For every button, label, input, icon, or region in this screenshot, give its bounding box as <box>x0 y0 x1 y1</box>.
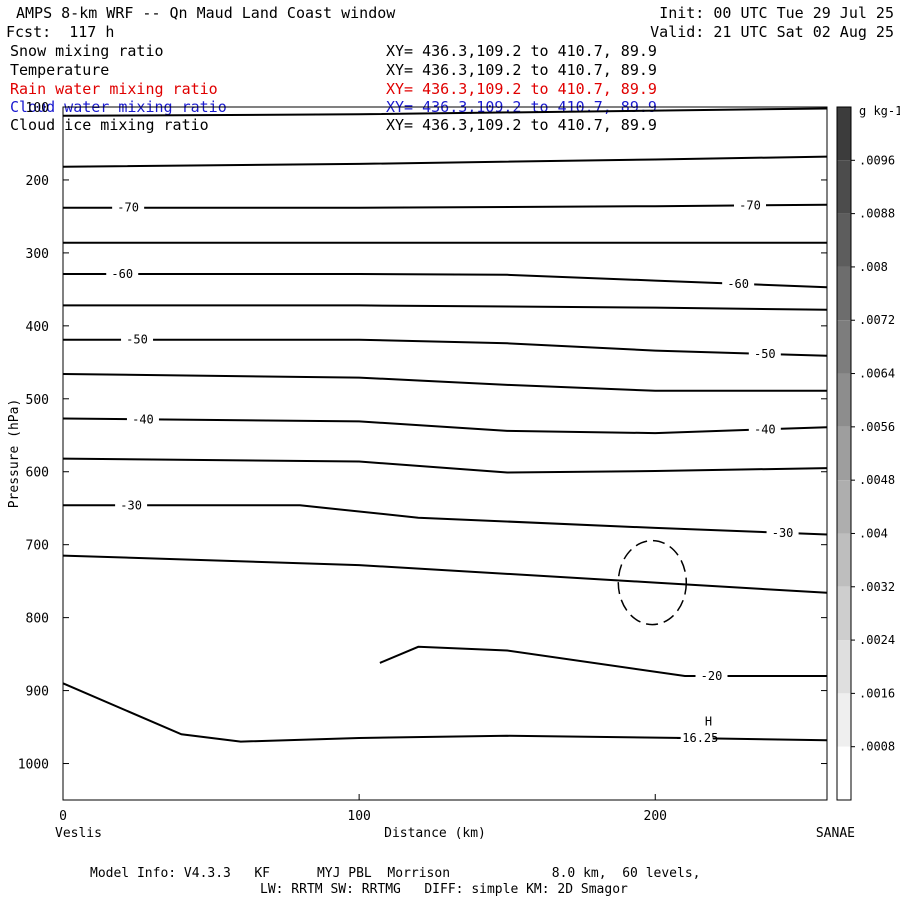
contour-label-m40-right: -40 <box>754 422 776 436</box>
right-location-label: SANAE <box>816 826 855 841</box>
contour-line-7 <box>62 373 827 392</box>
field-name-4: Cloud ice mixing ratio <box>10 116 209 134</box>
chart-title: AMPS 8-km WRF -- Qn Maud Land Coast wind… <box>16 4 396 22</box>
contour-label-bg-m16 <box>680 730 713 745</box>
contour-line-2 <box>63 203 828 209</box>
contour-label-m60-right: -60 <box>727 277 749 291</box>
x-axis-label: Distance (km) <box>384 826 486 841</box>
field-name-2: Rain water mixing ratio <box>10 80 218 98</box>
contour-label-bg-m70-left <box>112 199 145 214</box>
model-info-line2: LW: RRTM SW: RRTMG DIFF: simple KM: 2D S… <box>260 882 628 897</box>
plot-frame <box>62 106 828 801</box>
colorbar-unit: g kg-1 <box>859 104 900 118</box>
colorbar-frame <box>836 106 852 801</box>
contour-label-m40-left: -40 <box>132 412 154 426</box>
init-time: Init: 00 UTC Tue 29 Jul 25 <box>659 4 894 22</box>
contour-label-bg-m60-left <box>106 266 139 281</box>
contour-line-9 <box>62 457 828 474</box>
contour-label-m60-left: -60 <box>111 267 133 281</box>
contour-label-bg-m70-right <box>734 197 767 212</box>
colorbar-segment-9 <box>837 586 851 641</box>
colorbar-label-3: .0072 <box>859 313 895 327</box>
contour-line-4 <box>63 273 828 289</box>
left-location-label: Veslis <box>55 826 102 841</box>
y-tick-label-700: 700 <box>26 539 49 554</box>
contour-label-m70-left: -70 <box>117 201 139 215</box>
colorbar-label-6: .0048 <box>859 473 895 487</box>
contour-line-5 <box>63 304 828 311</box>
contour-label-bg-m50-left <box>121 331 154 346</box>
contour-label-m30-left: -30 <box>120 498 142 512</box>
contour-label-bg-m60-right <box>722 275 755 290</box>
colorbar-label-0: .0096 <box>859 153 895 167</box>
colorbar-label-5: .0056 <box>859 420 895 434</box>
forecast-hour: Fcst: 117 h <box>6 23 115 41</box>
colorbar-label-1: .0088 <box>859 207 895 221</box>
field-name-1: Temperature <box>10 61 110 79</box>
colorbar-segment-4 <box>837 320 851 374</box>
y-axis-label: Pressure (hPa) <box>7 399 22 509</box>
y-tick-label-600: 600 <box>26 466 49 481</box>
contour-label-bg-m50-right <box>748 345 781 360</box>
colorbar-label-10: .0016 <box>859 686 895 700</box>
contour-line-6 <box>63 338 828 357</box>
colorbar-segment-0 <box>837 107 851 161</box>
field-xy-1: XY= 436.3,109.2 to 410.7, 89.9 <box>386 61 657 79</box>
contour-label-m30-right: -30 <box>772 526 794 540</box>
contour-label-bg-m40-left <box>126 411 159 426</box>
colorbar-segment-12 <box>837 746 851 800</box>
y-tick-label-100: 100 <box>26 101 49 116</box>
contour-label-m50-right: -50 <box>754 347 776 361</box>
colorbar-segment-11 <box>837 693 851 747</box>
contour-label-m16: -16.25 <box>675 731 718 745</box>
colorbar-label-8: .0032 <box>859 580 895 594</box>
contour-label-m50-left: -50 <box>126 333 148 347</box>
contour-label-m20: -20 <box>701 669 723 683</box>
model-info-line1: Model Info: V4.3.3 KF MYJ PBL Morrison 8… <box>90 866 701 881</box>
colorbar-segment-10 <box>837 640 851 694</box>
y-tick-label-200: 200 <box>26 174 49 189</box>
field-xy-4: XY= 436.3,109.2 to 410.7, 89.9 <box>386 116 657 134</box>
contour-label-bg-m20 <box>695 667 728 682</box>
y-tick-label-400: 400 <box>26 320 49 335</box>
contour-label-m70-right: -70 <box>739 198 761 212</box>
contour-label-bg-m30-left <box>115 497 148 512</box>
colorbar-segment-7 <box>837 480 851 534</box>
field-xy-0: XY= 436.3,109.2 to 410.7, 89.9 <box>386 42 657 60</box>
colorbar-segment-8 <box>837 533 851 587</box>
contour-line-0 <box>62 107 828 117</box>
contour-line-10 <box>63 504 828 536</box>
colorbar-label-11: .0008 <box>859 740 895 754</box>
y-tick-label-900: 900 <box>26 685 49 700</box>
y-tick-label-500: 500 <box>26 393 49 408</box>
colorbar-label-4: .0064 <box>859 367 895 381</box>
dashed-region <box>617 539 688 626</box>
colorbar-segment-2 <box>837 213 851 267</box>
contour-line-11 <box>62 554 828 594</box>
valid-time: Valid: 21 UTC Sat 02 Aug 25 <box>650 23 894 41</box>
y-tick-label-1000: 1000 <box>18 758 49 773</box>
high-annotation: H <box>705 715 712 729</box>
colorbar-segment-1 <box>837 160 851 214</box>
colorbar-segment-5 <box>837 373 851 427</box>
contour-line-8 <box>62 417 828 435</box>
contour-line-1 <box>62 155 828 168</box>
field-name-0: Snow mixing ratio <box>10 42 164 60</box>
field-xy-2: XY= 436.3,109.2 to 410.7, 89.9 <box>386 80 657 98</box>
colorbar-label-2: .008 <box>859 260 888 274</box>
y-tick-label-300: 300 <box>26 247 49 262</box>
colorbar-label-9: .0024 <box>859 633 895 647</box>
contour-label-bg-m30-right <box>766 524 799 539</box>
x-tick-label-100: 100 <box>347 809 370 824</box>
x-tick-label-0: 0 <box>59 809 67 824</box>
y-tick-label-800: 800 <box>26 612 49 627</box>
contour-line-12 <box>379 645 827 677</box>
colorbar-segment-3 <box>837 266 851 321</box>
colorbar-segment-6 <box>837 426 851 481</box>
colorbar-label-7: .004 <box>859 526 888 540</box>
x-tick-label-200: 200 <box>644 809 667 824</box>
contour-label-bg-m40-right <box>748 421 781 436</box>
